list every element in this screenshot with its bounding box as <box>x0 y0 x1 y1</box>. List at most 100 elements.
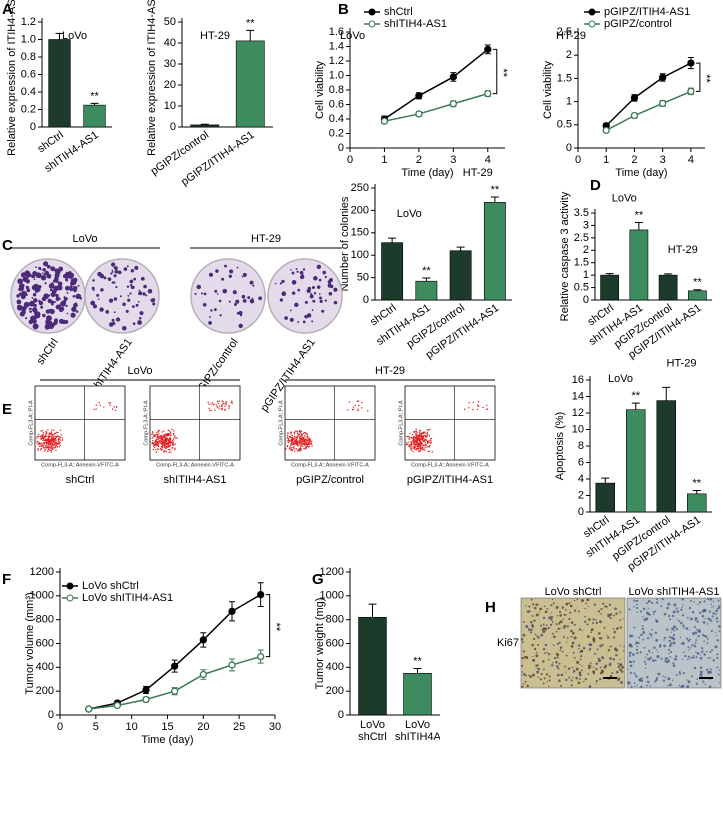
ihc-cell <box>560 685 563 687</box>
colony <box>38 266 42 270</box>
colony <box>307 286 312 291</box>
event <box>410 446 412 448</box>
group-label: HT-29 <box>668 244 698 256</box>
event <box>405 442 408 444</box>
event <box>231 400 233 402</box>
ihc-cell <box>579 658 582 661</box>
y-tick-label: 0.6 <box>21 68 36 80</box>
x-tick-label: 4 <box>485 154 491 166</box>
ihc-cell <box>546 607 549 610</box>
colony <box>123 267 128 271</box>
flow-caption: shITIH4-AS1 <box>164 474 227 486</box>
event <box>158 437 161 440</box>
event <box>45 435 47 438</box>
ihc-cell <box>645 684 648 687</box>
y-tick-label: 0.4 <box>329 113 344 125</box>
colony <box>50 266 56 272</box>
event <box>108 401 110 404</box>
colony <box>132 322 136 326</box>
ihc-cell <box>699 670 703 674</box>
data-point <box>171 662 179 670</box>
ihc-cell <box>691 644 694 647</box>
ihc-cell <box>525 655 528 659</box>
y-tick-label: 1 <box>566 96 572 108</box>
event <box>357 409 359 412</box>
y-tick-label: 14 <box>572 390 584 402</box>
event <box>208 403 210 405</box>
ihc-cell <box>562 618 564 620</box>
ihc-cell <box>692 656 695 659</box>
event <box>358 404 360 407</box>
x-tick-label: 30 <box>269 721 281 733</box>
colony <box>135 303 139 307</box>
colony <box>110 262 116 267</box>
ihc-cell <box>592 622 594 625</box>
event <box>413 435 415 438</box>
colony <box>142 292 146 296</box>
ihc-cell <box>636 651 639 655</box>
x-tick-label: 3 <box>450 154 456 166</box>
colony <box>319 296 323 300</box>
event <box>40 430 42 432</box>
x-tick-label: 1 <box>381 154 387 166</box>
colony <box>122 302 126 307</box>
colony <box>129 292 132 295</box>
event <box>172 430 175 432</box>
ihc-cell <box>529 610 531 613</box>
colony <box>238 310 243 315</box>
ihc-cell <box>707 637 709 640</box>
event <box>170 432 172 435</box>
colony <box>45 319 50 324</box>
event <box>298 430 301 432</box>
ihc-cell <box>690 647 692 649</box>
event <box>305 442 308 445</box>
ihc-cell <box>667 684 669 687</box>
event <box>300 447 302 450</box>
bar <box>483 202 506 301</box>
ihc-cell <box>630 645 633 648</box>
colony <box>21 283 25 287</box>
event <box>285 448 287 450</box>
colony <box>57 281 63 287</box>
event <box>224 402 226 405</box>
event <box>428 446 431 448</box>
y-tick-label: 2 <box>578 489 584 501</box>
event <box>164 437 167 439</box>
error-bar <box>693 289 702 291</box>
event <box>412 450 414 453</box>
ihc-cell <box>565 671 567 673</box>
ihc-cell <box>532 658 536 662</box>
ihc-cell <box>578 645 581 647</box>
ihc-cell <box>707 670 711 674</box>
event <box>171 447 173 449</box>
colony <box>274 282 277 285</box>
significance: ** <box>246 17 255 29</box>
bar <box>600 274 619 301</box>
ihc-cell <box>646 653 649 656</box>
colony <box>23 301 30 308</box>
colony <box>242 272 247 277</box>
colony <box>55 279 59 283</box>
event <box>48 435 50 437</box>
event <box>166 434 169 437</box>
colony <box>41 296 47 302</box>
event <box>58 438 61 441</box>
ihc-cell <box>694 631 698 635</box>
colony <box>50 300 55 305</box>
ihc-cell <box>551 598 554 601</box>
event <box>405 443 408 446</box>
ihc-cell <box>682 651 685 654</box>
ihc-cell <box>551 664 554 667</box>
colony <box>297 321 300 323</box>
ihc-cell <box>669 656 672 658</box>
colony <box>115 317 121 322</box>
event <box>426 431 429 433</box>
event <box>468 401 470 404</box>
ihc-cell <box>714 645 718 649</box>
ihc-cell <box>530 628 533 631</box>
colony <box>44 282 47 285</box>
event <box>224 408 226 410</box>
event <box>293 443 295 445</box>
event <box>304 438 307 440</box>
event <box>426 442 429 444</box>
